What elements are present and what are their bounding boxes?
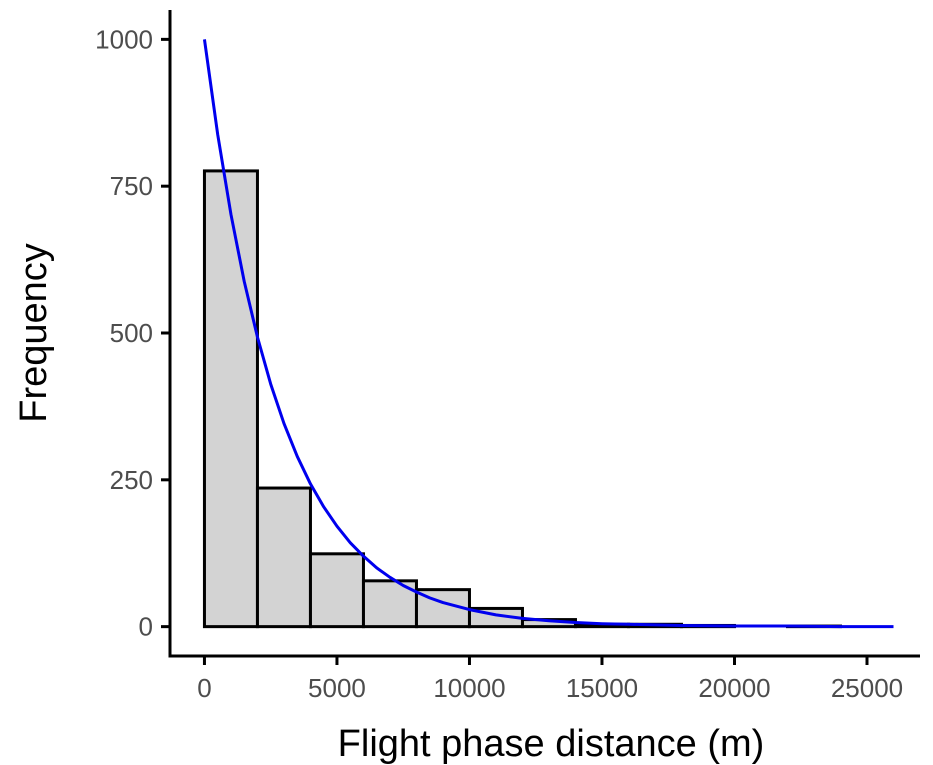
y-tick-label: 750 xyxy=(110,171,153,201)
curve-layer xyxy=(202,39,894,629)
y-ticks: 0 250 500 750 1000 xyxy=(95,24,170,642)
x-tick-label: 0 xyxy=(197,673,211,703)
histogram-bar-2 xyxy=(255,486,312,629)
x-tick-label: 20000 xyxy=(698,673,770,703)
x-ticks: 0 5000 10000 15000 20000 25000 xyxy=(197,656,903,703)
y-tick-label: 250 xyxy=(110,465,153,495)
x-tick-label: 25000 xyxy=(831,673,903,703)
x-tick-label: 15000 xyxy=(566,673,638,703)
y-tick-label: 0 xyxy=(139,612,153,642)
x-tick-label: 10000 xyxy=(433,673,505,703)
exponential-fit-curve xyxy=(202,39,894,629)
x-axis-title: Flight phase distance (m) xyxy=(338,723,765,765)
histogram-bar-3 xyxy=(308,552,365,629)
bars-layer xyxy=(202,169,842,629)
histogram-bar-1 xyxy=(202,169,259,629)
y-tick-label: 500 xyxy=(110,318,153,348)
y-tick-label: 1000 xyxy=(95,24,153,54)
x-tick-label: 5000 xyxy=(308,673,366,703)
y-axis-title: Frequency xyxy=(13,243,55,423)
